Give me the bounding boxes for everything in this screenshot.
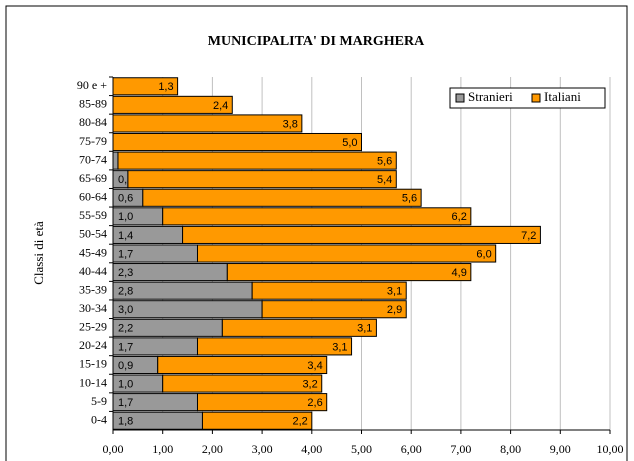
bar xyxy=(117,151,397,170)
data-label: 1,7 xyxy=(118,248,133,260)
data-label: 1,7 xyxy=(118,341,133,353)
y-tick-label: 65-69 xyxy=(79,171,107,185)
data-label: 6,0 xyxy=(476,248,491,260)
data-label: 5,0 xyxy=(342,137,357,149)
data-label: 2,4 xyxy=(213,100,228,112)
chart-title: MUNICIPALITA' DI MARGHERA xyxy=(208,34,425,49)
y-axis-label: Classi di età xyxy=(31,221,46,285)
y-tick-label: 90 e + xyxy=(77,78,107,92)
data-label: 7,2 xyxy=(521,230,536,242)
data-label: 1,8 xyxy=(118,416,133,428)
bar xyxy=(251,281,407,300)
data-label: 0,9 xyxy=(118,360,133,372)
data-label: 5,6 xyxy=(402,193,417,205)
data-label: 2,2 xyxy=(118,323,133,335)
y-tick-label: 50-54 xyxy=(79,227,107,241)
data-label: 4,9 xyxy=(452,267,467,279)
bar xyxy=(226,263,472,282)
data-label: 1,0 xyxy=(118,211,133,223)
data-label: 3,1 xyxy=(387,286,402,298)
y-tick-label: 85-89 xyxy=(79,97,107,111)
bar xyxy=(196,244,497,263)
bar xyxy=(127,170,397,189)
x-tick-label: 0,00 xyxy=(103,442,124,456)
data-label: 1,0 xyxy=(118,378,133,390)
y-tick-label: 25-29 xyxy=(79,320,107,334)
legend-swatch xyxy=(455,93,465,103)
legend-label: Stranieri xyxy=(468,89,513,104)
y-tick-label: 60-64 xyxy=(79,190,107,204)
y-tick-label: 30-34 xyxy=(79,301,107,315)
y-tick-label: 70-74 xyxy=(79,152,107,166)
bar xyxy=(162,374,323,393)
bar xyxy=(112,77,179,96)
y-tick-label: 0-4 xyxy=(91,412,107,426)
data-label: 2,3 xyxy=(118,267,133,279)
bar xyxy=(112,281,253,300)
data-label: 2,6 xyxy=(307,397,322,409)
data-label: 3,1 xyxy=(332,341,347,353)
bar xyxy=(112,132,362,152)
y-tick-label: 10-14 xyxy=(79,375,107,389)
data-label: 5,6 xyxy=(377,156,392,168)
bar xyxy=(201,411,313,430)
data-label: 2,2 xyxy=(293,416,308,428)
data-label: 2,9 xyxy=(387,304,402,316)
bar xyxy=(261,300,407,319)
bar xyxy=(142,188,422,207)
y-tick-label: 15-19 xyxy=(79,357,107,371)
y-tick-label: 55-59 xyxy=(79,208,107,222)
bar xyxy=(112,95,233,114)
y-tick-label: 80-84 xyxy=(79,115,107,129)
x-tick-label: 5,00 xyxy=(351,442,372,456)
data-label: 3,8 xyxy=(283,118,298,130)
data-label: 6,2 xyxy=(452,211,467,223)
data-label: 1,7 xyxy=(118,397,133,409)
data-label: 0,6 xyxy=(118,193,133,205)
data-label: 2,8 xyxy=(118,286,133,298)
bar xyxy=(196,337,353,356)
data-label: 3,4 xyxy=(307,360,322,372)
y-tick-label: 5-9 xyxy=(91,394,107,408)
x-tick-label: 10,00 xyxy=(597,442,624,456)
data-label: 5,4 xyxy=(377,174,392,186)
x-tick-label: 6,00 xyxy=(401,442,422,456)
data-label: 1,4 xyxy=(118,230,133,242)
y-tick-label: 45-49 xyxy=(79,245,107,259)
bar xyxy=(157,355,328,375)
x-tick-label: 2,00 xyxy=(202,442,223,456)
y-tick-label: 35-39 xyxy=(79,282,107,296)
x-tick-label: 8,00 xyxy=(500,442,521,456)
x-tick-label: 4,00 xyxy=(301,442,322,456)
x-tick-label: 9,00 xyxy=(550,442,571,456)
data-label: 3,0 xyxy=(118,304,133,316)
legend-swatch xyxy=(531,93,541,103)
data-label: 3,2 xyxy=(302,378,317,390)
bar xyxy=(182,225,541,244)
y-tick-label: 75-79 xyxy=(79,134,107,148)
y-tick-label: 20-24 xyxy=(79,338,107,352)
legend-label: Italiani xyxy=(544,89,581,104)
bar xyxy=(112,114,303,133)
legend-box xyxy=(449,87,606,109)
bar xyxy=(162,207,472,226)
x-tick-label: 7,00 xyxy=(450,442,471,456)
x-tick-label: 3,00 xyxy=(252,442,273,456)
y-tick-label: 40-44 xyxy=(79,264,107,278)
data-label: 1,3 xyxy=(158,81,173,93)
x-tick-label: 1,00 xyxy=(152,442,173,456)
bar xyxy=(112,300,263,319)
bar xyxy=(196,393,328,412)
data-label: 3,1 xyxy=(357,323,372,335)
bar xyxy=(221,318,377,337)
